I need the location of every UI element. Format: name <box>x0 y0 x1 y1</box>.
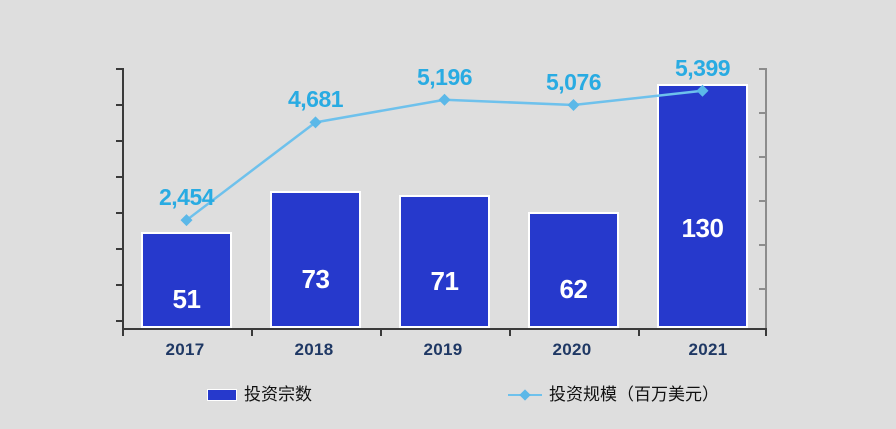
x-axis-tick <box>122 328 124 336</box>
legend-label: 投资宗数 <box>244 385 312 404</box>
y-axis-right-tick <box>759 68 767 70</box>
x-axis-tick <box>380 328 382 336</box>
y-axis-left <box>122 68 124 330</box>
x-axis-label-2021: 2021 <box>688 340 728 359</box>
legend-line-diamond-swatch-icon <box>508 388 542 401</box>
y-axis-left-tick <box>116 176 124 178</box>
plot-area: 51 73 71 62 130 2,454 4,681 5,196 5,076 … <box>116 55 767 336</box>
line-value-label-2018: 4,681 <box>287 86 344 113</box>
y-axis-right-tick <box>759 244 767 246</box>
line-value-label-2019: 5,196 <box>416 63 473 90</box>
x-axis-label-2019: 2019 <box>423 340 463 359</box>
bar-value-label: 71 <box>430 266 459 297</box>
line-marker-2021[interactable] <box>696 84 709 97</box>
x-axis-label-2017: 2017 <box>165 340 205 359</box>
line-marker-2017[interactable] <box>180 214 193 227</box>
y-axis-right-tick <box>759 288 767 290</box>
y-axis-left-tick <box>116 104 124 106</box>
line-value-label-2017: 2,454 <box>158 184 215 211</box>
y-axis-right-tick <box>759 112 767 114</box>
y-axis-left-tick <box>116 140 124 142</box>
y-axis-left-tick <box>116 68 124 70</box>
bar-value-label: 51 <box>172 284 201 315</box>
bar-value-label: 73 <box>301 264 330 295</box>
legend-bar-swatch-icon <box>207 388 237 401</box>
y-axis-left-tick <box>116 248 124 250</box>
chart-legend: 投资宗数 投资规模（百万美元） <box>0 386 896 422</box>
legend-item-investment-count[interactable]: 投资宗数 <box>207 386 312 403</box>
y-axis-left-tick <box>116 320 124 322</box>
y-axis-right-tick <box>759 156 767 158</box>
x-axis <box>122 328 767 330</box>
line-value-label-2021: 5,399 <box>674 54 731 81</box>
y-axis-left-tick <box>116 212 124 214</box>
bar-2019[interactable]: 71 <box>399 194 490 328</box>
x-axis-tick <box>765 328 767 336</box>
bar-2021[interactable]: 130 <box>657 84 748 328</box>
x-axis-tick <box>509 328 511 336</box>
bar-2020[interactable]: 62 <box>528 211 619 328</box>
line-value-label-2020: 5,076 <box>545 68 602 95</box>
x-axis-tick <box>251 328 253 336</box>
x-axis-label-2020: 2020 <box>552 340 592 359</box>
line-path <box>185 89 703 222</box>
y-axis-left-tick <box>116 284 124 286</box>
y-axis-right-tick <box>759 200 767 202</box>
bar-value-label: 62 <box>559 274 588 305</box>
bar-value-label: 130 <box>681 213 724 244</box>
x-axis-label-2018: 2018 <box>294 340 334 359</box>
line-marker-2018[interactable] <box>309 116 322 129</box>
line-marker-2019[interactable] <box>438 93 451 106</box>
bar-2018[interactable]: 73 <box>270 191 361 328</box>
legend-label: 投资规模（百万美元） <box>549 385 719 404</box>
legend-item-investment-scale[interactable]: 投资规模（百万美元） <box>508 386 719 403</box>
y-axis-right <box>765 68 767 330</box>
line-series-investment-scale <box>180 84 709 227</box>
line-markers <box>180 84 709 227</box>
bar-2017[interactable]: 51 <box>141 232 232 328</box>
line-marker-2020[interactable] <box>567 98 580 111</box>
x-axis-tick <box>638 328 640 336</box>
